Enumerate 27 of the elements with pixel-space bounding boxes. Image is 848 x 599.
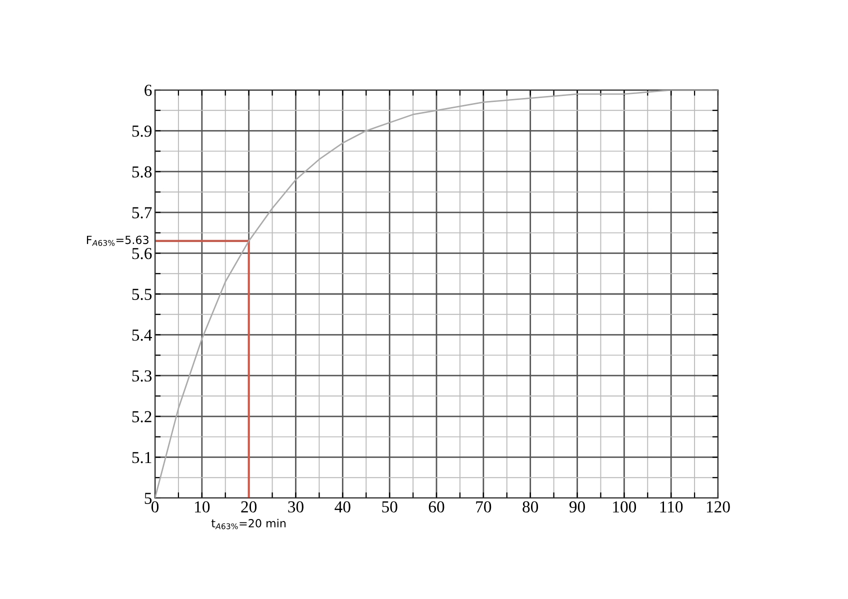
ref-line-label: t$_{A63%}$=20 min [211, 518, 286, 530]
x-tick-label: 30 [288, 501, 304, 513]
x-tick-label: 50 [382, 501, 398, 513]
x-tick-label: 10 [195, 501, 210, 513]
x-tick-label: 90 [569, 501, 585, 513]
x-tick-label: 40 [334, 501, 350, 513]
line-series [155, 90, 718, 498]
y-tick-label: 5.6 [132, 248, 152, 260]
y-tick-label: 5 [144, 492, 152, 504]
y-tick-label: 5.4 [132, 330, 152, 341]
y-tick-label: 5.5 [132, 288, 152, 300]
x-tick-label: 0 [151, 501, 159, 513]
y-tick-label: 5.1 [132, 452, 152, 464]
y-tick-label: 5.7 [132, 207, 152, 218]
x-tick-label: 20 [241, 501, 257, 513]
x-tick-label: 120 [706, 501, 730, 513]
y-tick-label: 5.9 [132, 126, 152, 137]
ref-line-label: F$_{A63%}$=5.63 [86, 236, 148, 246]
x-tick-label: 60 [428, 501, 444, 513]
y-tick-label: 5.2 [132, 411, 152, 422]
y-tick-label: 6 [144, 84, 152, 96]
x-tick-label: 70 [476, 501, 492, 513]
y-tick-label: 5.3 [132, 370, 152, 382]
y-tick-label: 5.8 [132, 166, 152, 178]
x-tick-label: 80 [522, 501, 538, 513]
x-tick-label: 110 [660, 501, 683, 513]
x-tick-label: 100 [613, 501, 636, 513]
